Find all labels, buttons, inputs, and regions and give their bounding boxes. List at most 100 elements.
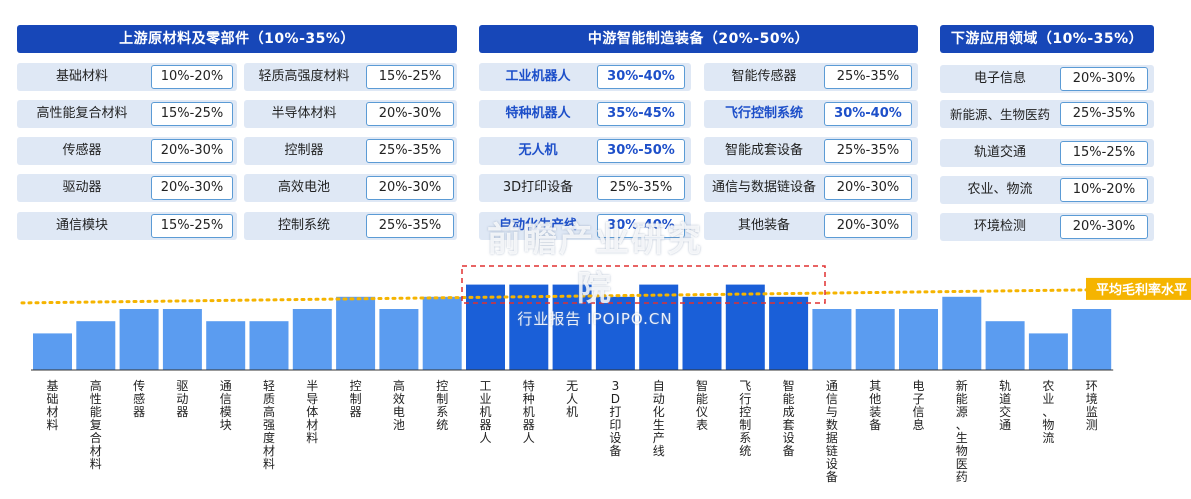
x-tick-char: 设 [783, 431, 795, 445]
segment-name: 特种机器人 [505, 106, 571, 121]
x-tick-char: 数 [826, 417, 838, 432]
midstream-title: 中游智能制造装备（20%-50%） [479, 25, 918, 53]
table-row: 通信模块 15%-25% 控制系统 25%-35% [17, 212, 457, 240]
x-tick-char: 农 [1042, 379, 1054, 393]
margin-range: 30%-40% [597, 214, 685, 238]
x-tick-char: 合 [90, 430, 102, 445]
x-tick-char: 源 [956, 405, 968, 419]
x-tick-char: 材 [46, 405, 58, 419]
x-tick-char: 系 [436, 405, 448, 419]
x-tick-char: 体 [306, 405, 318, 419]
x-tick-char: 链 [826, 443, 838, 458]
margin-range: 25%-35% [1060, 102, 1148, 126]
segment-name: 轻质高强度材料 [258, 69, 350, 84]
x-tick-char: 智 [783, 378, 795, 393]
x-tick-char: 控 [350, 379, 362, 393]
downstream-title: 下游应用领域（10%-35%） [940, 25, 1154, 53]
bar [466, 284, 505, 370]
x-tick-char: 行 [739, 392, 751, 406]
x-tick-label: 新能源、生物医药 [956, 378, 968, 484]
segment-cell: 新能源、生物医药 25%-35% [940, 100, 1154, 128]
x-tick-label: 高效电池 [393, 378, 405, 432]
x-tick-label: 其他装备 [869, 379, 881, 432]
x-tick-char: 其 [869, 379, 881, 393]
x-tick-char: 3 [612, 379, 620, 393]
x-tick-char: 印 [609, 418, 621, 432]
margin-range: 30%-40% [824, 102, 912, 126]
x-tick-label: 智能仪表 [696, 378, 708, 432]
x-tick-char: 无 [566, 379, 578, 393]
x-tick-char: 药 [956, 470, 968, 484]
x-tick-char: 电 [393, 405, 405, 419]
segment-name: 驱动器 [62, 180, 102, 195]
x-tick-char: 能 [783, 392, 795, 406]
x-tick-label: 智能成套设备 [783, 378, 795, 458]
margin-range: 20%-30% [151, 139, 233, 163]
x-tick-char: 半 [306, 379, 318, 393]
segment-name: 无人机 [518, 143, 558, 158]
x-tick-char: 基 [46, 379, 58, 393]
gross-margin-chart: 平均毛利率水平基础材料高性能复合材料传感器驱动器通信模块轻质高强度材料半导体材料… [20, 265, 1191, 484]
x-tick-char: 人 [566, 392, 578, 406]
bar [552, 284, 592, 370]
x-tick-char: 块 [220, 418, 232, 432]
x-tick-char: 套 [783, 418, 795, 432]
segment-cell: 控制器 25%-35% [244, 137, 457, 165]
x-tick-char: 交 [999, 404, 1011, 419]
x-tick-char: 器 [479, 418, 491, 432]
x-tick-label: 控制系统 [436, 379, 448, 432]
x-tick-label: 半导体材料 [306, 379, 318, 445]
margin-range: 25%-35% [597, 176, 685, 200]
midstream-panel: 中游智能制造装备（20%-50%） 工业机器人 30%-40% 智能传感器 25%-3… [479, 25, 918, 240]
x-tick-char: 池 [393, 418, 405, 432]
x-tick-char: 备 [826, 470, 838, 484]
x-tick-char: 智 [696, 378, 708, 393]
x-tick-char: 统 [739, 444, 751, 458]
x-tick-label: 环境监测 [1086, 379, 1098, 432]
segment-name: 自动化生产线 [498, 218, 577, 233]
table-row: 电子信息 20%-30% [940, 65, 1154, 93]
x-tick-char: 设 [609, 431, 621, 445]
x-tick-char: 备 [783, 444, 795, 458]
margin-range: 25%-35% [366, 139, 454, 163]
x-tick-char: 料 [46, 418, 58, 432]
bar [206, 321, 246, 370]
x-tick-char: 复 [90, 418, 102, 432]
average-label: 平均毛利率水平 [1096, 282, 1187, 298]
margin-range: 20%-30% [366, 176, 454, 200]
segment-cell: 无人机 30%-50% [479, 137, 691, 165]
bar [292, 309, 332, 370]
segment-cell: 飞行控制系统 30%-40% [704, 100, 918, 128]
x-tick-char: 质 [263, 392, 275, 406]
x-tick-char: 信 [826, 392, 838, 406]
x-tick-label: 轻质高强度材料 [263, 379, 275, 471]
bar [33, 333, 72, 370]
segment-name: 通信模块 [55, 218, 108, 233]
table-row: 工业机器人 30%-40% 智能传感器 25%-35% [479, 63, 918, 91]
x-tick-char: 据 [826, 431, 838, 445]
segment-name: 飞行控制系统 [724, 106, 803, 121]
bar [595, 296, 635, 370]
x-tick-char: 器 [133, 405, 145, 419]
table-row: 轨道交通 15%-25% [940, 139, 1154, 167]
x-tick-char: 线 [653, 444, 665, 458]
table-row: 无人机 30%-50% 智能成套设备 25%-35% [479, 137, 918, 165]
segment-name: 环境检测 [973, 219, 1026, 234]
x-tick-char: 人 [479, 431, 491, 445]
x-tick-char: 器 [350, 405, 362, 419]
x-tick-char: 成 [783, 405, 795, 419]
bar [422, 296, 462, 370]
margin-range: 15%-25% [151, 102, 233, 126]
segment-cell: 驱动器 20%-30% [17, 174, 237, 202]
x-tick-char: 工 [479, 379, 491, 393]
x-tick-char: 自 [653, 379, 665, 393]
bar [899, 309, 938, 370]
bar [379, 309, 419, 370]
x-tick-char: 控 [436, 379, 448, 393]
x-tick-label: 通信模块 [220, 379, 232, 432]
x-tick-char: 物 [1042, 418, 1054, 432]
segment-name: 控制器 [284, 143, 324, 158]
x-tick-char: 与 [826, 405, 838, 419]
x-tick-label: 基础材料 [46, 379, 58, 432]
table-row: 新能源、生物医药 25%-35% [940, 100, 1154, 128]
